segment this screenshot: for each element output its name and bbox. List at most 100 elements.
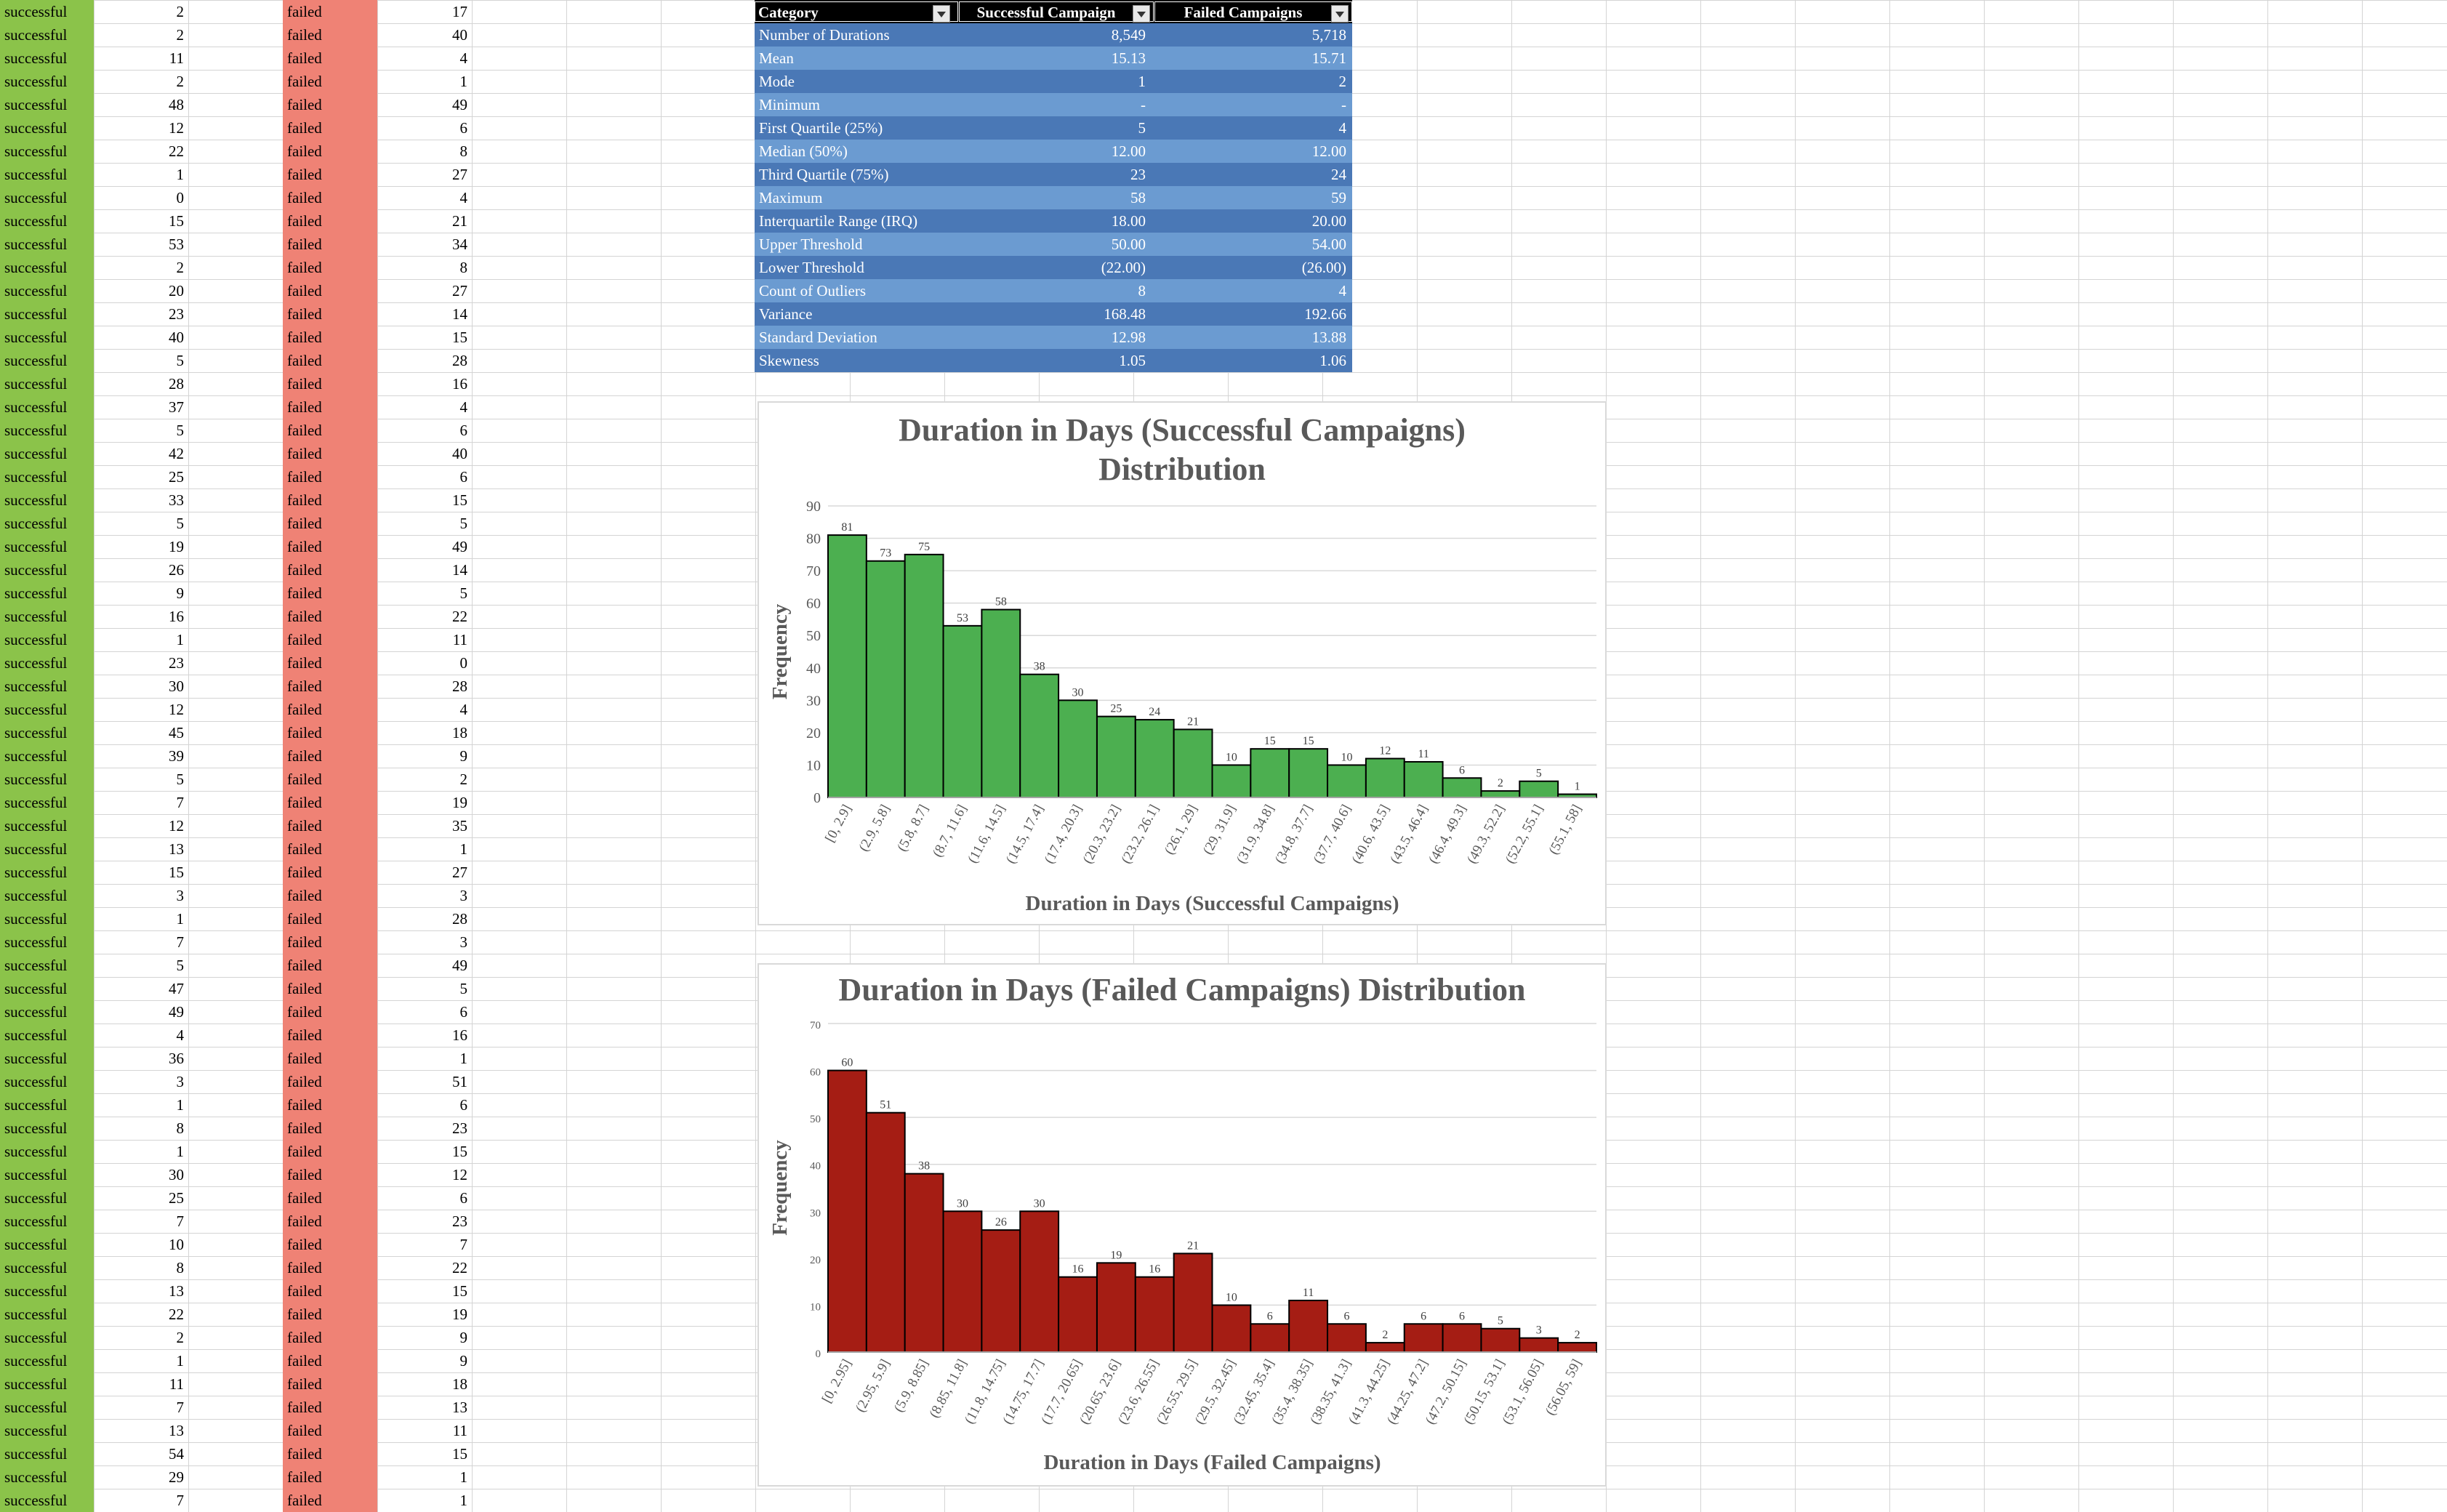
cell-duration-successful[interactable]: 11 (169, 1375, 184, 1393)
cell-duration-successful[interactable]: 1 (176, 1096, 185, 1114)
cell-duration-failed[interactable]: 16 (452, 375, 467, 393)
cell-duration-failed[interactable]: 49 (452, 538, 467, 555)
cell-duration-successful[interactable]: 13 (169, 1282, 184, 1300)
cell-duration-failed[interactable]: 40 (452, 445, 467, 462)
histogram-bar[interactable] (1173, 1252, 1213, 1353)
cell-status-successful[interactable]: successful (0, 70, 94, 93)
cell-status-successful[interactable]: successful (0, 1163, 94, 1186)
cell-status-failed[interactable]: failed (283, 326, 377, 349)
cell-status-failed[interactable]: failed (283, 1140, 377, 1163)
cell-status-successful[interactable]: successful (0, 163, 94, 186)
cell-status-successful[interactable]: successful (0, 0, 94, 23)
cell-status-failed[interactable]: failed (283, 93, 377, 116)
stats-label[interactable]: Number of Durations (759, 26, 890, 44)
cell-duration-failed[interactable]: 1 (459, 73, 468, 90)
stats-label[interactable]: Minimum (759, 96, 821, 113)
cell-status-failed[interactable]: failed (283, 675, 377, 698)
cell-status-failed[interactable]: failed (283, 721, 377, 744)
histogram-bar[interactable] (1019, 673, 1060, 799)
filter-dropdown-category[interactable] (933, 5, 950, 23)
cell-duration-successful[interactable]: 1 (176, 1143, 185, 1160)
cell-duration-failed[interactable]: 3 (459, 887, 468, 904)
cell-duration-successful[interactable]: 7 (176, 1399, 185, 1416)
cell-status-successful[interactable]: successful (0, 907, 94, 930)
cell-duration-failed[interactable]: 21 (452, 212, 467, 230)
cell-status-failed[interactable]: failed (283, 744, 377, 768)
stats-value[interactable]: 4 (1338, 119, 1347, 137)
cell-status-successful[interactable]: successful (0, 326, 94, 349)
cell-duration-failed[interactable]: 19 (452, 1306, 467, 1323)
cell-status-failed[interactable]: failed (283, 1163, 377, 1186)
cell-duration-successful[interactable]: 20 (169, 282, 184, 299)
stats-value[interactable]: - (1141, 96, 1146, 113)
histogram-bar[interactable] (942, 624, 983, 798)
cell-duration-failed[interactable]: 6 (459, 1096, 468, 1114)
stats-label[interactable]: Third Quartile (75%) (759, 166, 889, 183)
cell-status-failed[interactable]: failed (283, 884, 377, 907)
stats-label[interactable]: Maximum (759, 189, 823, 206)
cell-status-successful[interactable]: successful (0, 977, 94, 1000)
stats-value[interactable]: 1 (1138, 73, 1146, 90)
cell-status-failed[interactable]: failed (283, 977, 377, 1000)
histogram-bar[interactable] (981, 608, 1021, 798)
histogram-bar[interactable] (1288, 748, 1329, 798)
cell-duration-failed[interactable]: 18 (452, 1375, 467, 1393)
cell-status-successful[interactable]: successful (0, 535, 94, 558)
cell-duration-successful[interactable]: 45 (169, 724, 184, 741)
cell-duration-successful[interactable]: 8 (176, 1259, 185, 1276)
cell-duration-successful[interactable]: 36 (169, 1050, 184, 1067)
cell-duration-successful[interactable]: 2 (176, 1329, 185, 1346)
stats-value[interactable]: 12.00 (1311, 142, 1346, 160)
cell-duration-failed[interactable]: 28 (452, 352, 467, 369)
histogram-bar[interactable] (1442, 1323, 1482, 1353)
cell-status-successful[interactable]: successful (0, 1489, 94, 1512)
cell-status-successful[interactable]: successful (0, 1093, 94, 1117)
cell-status-failed[interactable]: failed (283, 1326, 377, 1349)
stats-label[interactable]: Upper Threshold (759, 236, 863, 253)
stats-label[interactable]: Count of Outliers (759, 282, 866, 299)
cell-duration-successful[interactable]: 0 (176, 189, 185, 206)
cell-duration-failed[interactable]: 6 (459, 119, 468, 137)
cell-duration-successful[interactable]: 5 (176, 771, 185, 788)
cell-status-successful[interactable]: successful (0, 302, 94, 326)
stats-value[interactable]: 2 (1338, 73, 1347, 90)
cell-status-failed[interactable]: failed (283, 1349, 377, 1372)
stats-label[interactable]: Variance (759, 305, 813, 323)
cell-duration-successful[interactable]: 12 (169, 119, 184, 137)
cell-status-successful[interactable]: successful (0, 465, 94, 488)
cell-status-successful[interactable]: successful (0, 861, 94, 884)
cell-status-failed[interactable]: failed (283, 651, 377, 675)
cell-status-successful[interactable]: successful (0, 628, 94, 651)
histogram-bar[interactable] (1096, 1262, 1136, 1354)
cell-status-successful[interactable]: successful (0, 1186, 94, 1210)
cell-duration-successful[interactable]: 10 (169, 1236, 184, 1253)
cell-status-failed[interactable]: failed (283, 279, 377, 302)
cell-status-failed[interactable]: failed (283, 442, 377, 465)
stats-label[interactable]: Mean (759, 49, 794, 67)
cell-status-successful[interactable]: successful (0, 1256, 94, 1279)
cell-duration-failed[interactable]: 7 (459, 1236, 468, 1253)
filter-dropdown-successful[interactable] (1133, 5, 1150, 23)
cell-status-failed[interactable]: failed (283, 837, 377, 861)
cell-status-successful[interactable]: successful (0, 442, 94, 465)
cell-status-failed[interactable]: failed (283, 395, 377, 419)
cell-status-successful[interactable]: successful (0, 116, 94, 140)
cell-status-successful[interactable]: successful (0, 1210, 94, 1233)
histogram-failed-campaigns[interactable]: Duration in Days (Failed Campaigns) Dist… (758, 963, 1607, 1487)
cell-duration-failed[interactable]: 11 (452, 1422, 467, 1439)
stats-value[interactable]: 54.00 (1311, 236, 1346, 253)
cell-duration-successful[interactable]: 3 (176, 1073, 185, 1090)
cell-duration-successful[interactable]: 9 (176, 584, 185, 602)
cell-duration-failed[interactable]: 8 (459, 142, 468, 160)
cell-status-failed[interactable]: failed (283, 1186, 377, 1210)
cell-duration-successful[interactable]: 7 (176, 794, 185, 811)
cell-status-failed[interactable]: failed (283, 1396, 377, 1419)
cell-duration-successful[interactable]: 22 (169, 142, 184, 160)
cell-status-failed[interactable]: failed (283, 488, 377, 512)
cell-status-failed[interactable]: failed (283, 186, 377, 209)
histogram-bar[interactable] (1019, 1210, 1060, 1353)
filter-dropdown-failed[interactable] (1331, 5, 1349, 23)
cell-duration-successful[interactable]: 5 (176, 515, 185, 532)
cell-status-successful[interactable]: successful (0, 1326, 94, 1349)
stats-value[interactable]: 1.05 (1119, 352, 1146, 369)
